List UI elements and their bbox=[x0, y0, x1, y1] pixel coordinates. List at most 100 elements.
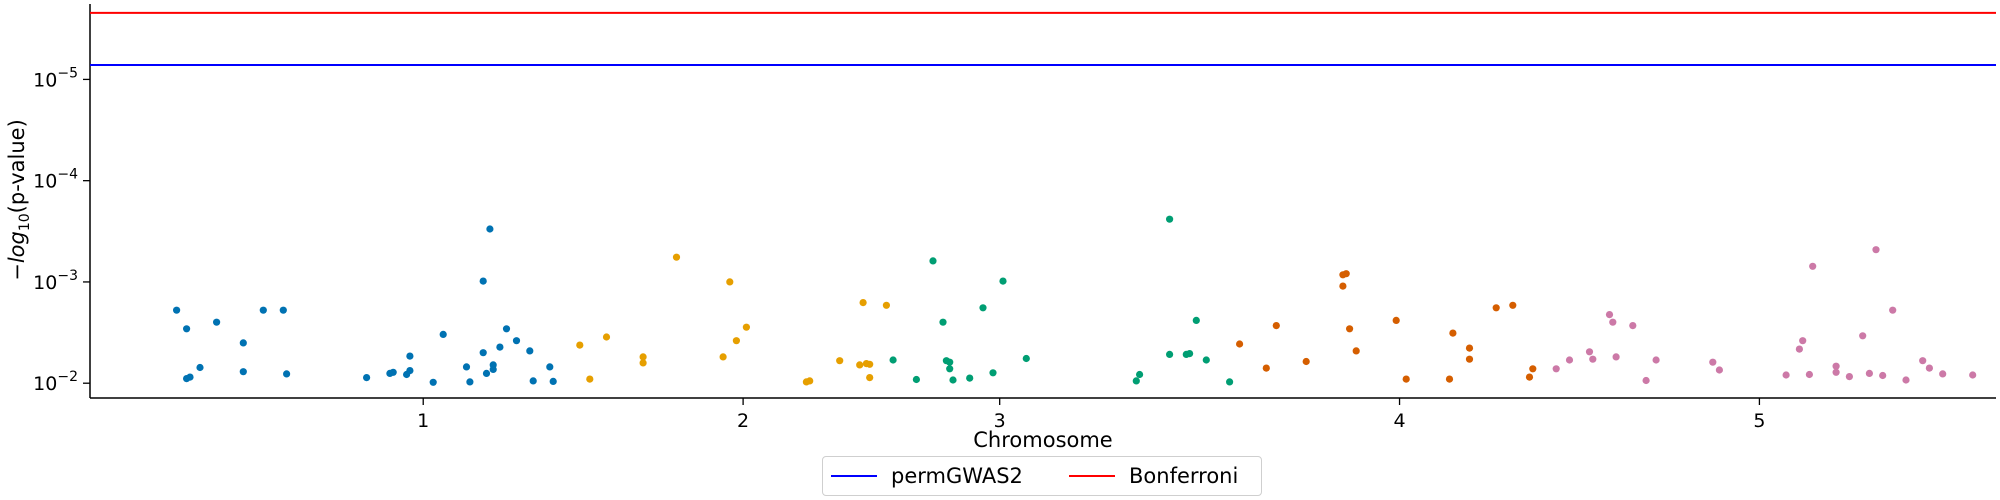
data-point-chr1 bbox=[502, 325, 511, 333]
data-point-chr3 bbox=[1186, 350, 1194, 358]
data-point-chr3 bbox=[1136, 370, 1144, 379]
data-point-chr4 bbox=[1402, 375, 1410, 383]
data-point-chr1 bbox=[486, 225, 494, 233]
data-point-chr5 bbox=[1612, 353, 1620, 361]
data-point-chr2 bbox=[726, 278, 734, 286]
data-point-chr1 bbox=[239, 368, 247, 376]
data-point-chr4 bbox=[1445, 375, 1454, 383]
data-point-chr4 bbox=[1346, 325, 1354, 333]
data-point-chr2 bbox=[639, 359, 647, 367]
y-axis-label-suffix: (p-value) bbox=[5, 119, 29, 213]
data-point-chr1 bbox=[479, 277, 487, 285]
data-point-chr3 bbox=[1022, 354, 1030, 363]
data-point-chr5 bbox=[1845, 373, 1853, 381]
data-point-chr5 bbox=[1859, 332, 1867, 340]
x-tick-label-5: 5 bbox=[1753, 410, 1765, 432]
data-point-chr2 bbox=[866, 360, 874, 368]
data-point-chr5 bbox=[1832, 368, 1840, 376]
data-point-chr3 bbox=[939, 318, 947, 326]
data-point-chr1 bbox=[283, 370, 291, 378]
y-axis-label: −log10(p-value) bbox=[5, 119, 33, 281]
data-point-chr5 bbox=[1552, 365, 1560, 373]
data-point-chr3 bbox=[946, 358, 954, 366]
x-tick-label-4: 4 bbox=[1393, 410, 1405, 432]
data-point-chr3 bbox=[1192, 316, 1200, 324]
legend-swatch-bonferroni bbox=[1069, 475, 1115, 477]
data-point-chr3 bbox=[979, 304, 987, 312]
data-point-chr5 bbox=[1782, 371, 1790, 379]
threshold-lines bbox=[90, 11, 1996, 66]
data-point-chr5 bbox=[1805, 370, 1813, 379]
data-point-chr4 bbox=[1236, 340, 1244, 348]
data-point-chr5 bbox=[1969, 371, 1977, 379]
data-point-chr1 bbox=[479, 349, 487, 357]
data-point-chr2 bbox=[719, 353, 727, 361]
data-point-chr3 bbox=[949, 376, 957, 384]
data-point-chr4 bbox=[1272, 322, 1280, 330]
data-point-chr4 bbox=[1302, 357, 1310, 366]
data-point-chr4 bbox=[1492, 304, 1500, 312]
data-point-chr5 bbox=[1879, 371, 1887, 380]
data-point-chr1 bbox=[482, 369, 491, 377]
y-tick-exponent: −3 bbox=[57, 268, 78, 284]
legend-label-permgwas2: permGWAS2 bbox=[891, 464, 1023, 488]
data-point-chr2 bbox=[586, 375, 594, 383]
data-point-chr2 bbox=[576, 341, 584, 349]
data-point-chr5 bbox=[1809, 262, 1817, 270]
data-point-chr1 bbox=[546, 363, 554, 371]
data-point-chr2 bbox=[859, 299, 867, 307]
data-point-chr3 bbox=[912, 375, 921, 384]
data-point-chr1 bbox=[279, 306, 287, 314]
data-point-chr5 bbox=[1605, 311, 1614, 319]
y-tick-label: 10−4 bbox=[33, 167, 78, 193]
data-point-chr4 bbox=[1339, 282, 1347, 290]
data-point-chr4 bbox=[1465, 344, 1474, 352]
x-tick-label-1: 1 bbox=[417, 410, 429, 432]
data-point-chr4 bbox=[1465, 355, 1474, 363]
data-point-chr2 bbox=[639, 353, 647, 361]
data-point-chr1 bbox=[363, 374, 371, 382]
data-point-chr5 bbox=[1865, 369, 1873, 377]
data-point-chr3 bbox=[999, 277, 1007, 285]
y-tick-base: 10 bbox=[33, 69, 57, 91]
x-tick-label-3: 3 bbox=[994, 410, 1006, 432]
data-point-chr3 bbox=[889, 356, 897, 364]
y-tick-exponent: −2 bbox=[57, 369, 78, 385]
data-point-chr5 bbox=[1795, 345, 1803, 353]
data-point-chr1 bbox=[549, 377, 557, 385]
data-point-chr5 bbox=[1585, 348, 1594, 356]
data-point-chr5 bbox=[1919, 357, 1927, 365]
y-axis-ticks: 10−510−410−310−2 bbox=[33, 65, 90, 395]
data-point-chr5 bbox=[1872, 246, 1880, 254]
y-axis-label-subscript: 10 bbox=[17, 213, 33, 231]
data-point-chr4 bbox=[1342, 270, 1350, 278]
data-point-chr3 bbox=[1166, 215, 1174, 223]
data-point-chr5 bbox=[1889, 306, 1897, 314]
data-point-chr1 bbox=[389, 368, 397, 376]
data-point-chr1 bbox=[406, 352, 414, 360]
data-point-chr3 bbox=[1202, 356, 1210, 364]
x-axis-ticks: 1 2 3 4 5 bbox=[417, 398, 1765, 432]
data-point-chr4 bbox=[1449, 329, 1457, 337]
data-point-chr2 bbox=[742, 323, 751, 331]
y-axis-label-prefix: −log bbox=[5, 231, 29, 281]
data-point-chr2 bbox=[866, 374, 874, 382]
x-axis-label: Chromosome bbox=[973, 428, 1112, 452]
data-point-chr4 bbox=[1392, 316, 1400, 324]
data-point-chr2 bbox=[856, 361, 864, 369]
data-point-chr2 bbox=[672, 253, 681, 261]
data-point-chr1 bbox=[183, 325, 191, 333]
x-tick-label-2: 2 bbox=[737, 410, 749, 432]
data-point-chr1 bbox=[186, 373, 194, 381]
data-point-chr1 bbox=[406, 367, 414, 375]
legend-item-permgwas2: permGWAS2 bbox=[831, 457, 1023, 495]
data-point-chr1 bbox=[512, 337, 521, 345]
legend: permGWAS2 Bonferroni bbox=[822, 456, 1262, 496]
data-point-chr1 bbox=[496, 343, 504, 351]
data-point-chr5 bbox=[1939, 370, 1947, 378]
data-point-chr5 bbox=[1629, 322, 1637, 330]
data-point-chr1 bbox=[529, 377, 537, 385]
data-point-chr1 bbox=[489, 365, 497, 373]
y-tick-label: 10−2 bbox=[33, 369, 78, 395]
